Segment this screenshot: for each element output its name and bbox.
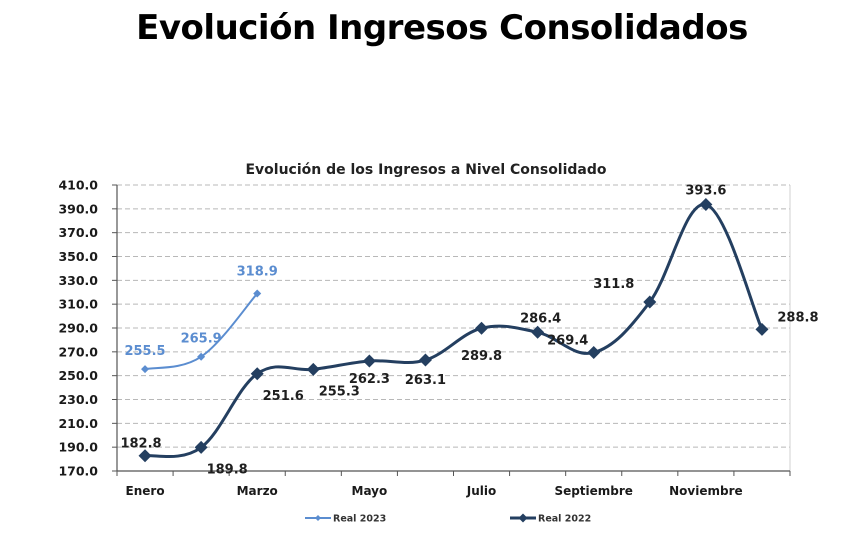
y-tick-label: 390.0	[58, 201, 98, 216]
x-tick-label: Julio	[466, 484, 496, 498]
x-tick-label: Noviembre	[669, 484, 743, 498]
data-label: 289.8	[461, 349, 502, 364]
data-point-marker	[418, 353, 432, 367]
data-label: 311.8	[593, 277, 634, 292]
x-tick-label: Marzo	[237, 484, 278, 498]
legend-item-real-2022: Real 2022	[510, 513, 591, 525]
legend-label: Real 2023	[333, 514, 386, 525]
data-label: 286.4	[520, 311, 561, 326]
data-label: 262.3	[349, 372, 390, 387]
gridlines	[117, 184, 790, 448]
y-tick-label: 270.0	[58, 344, 98, 359]
y-tick-label: 310.0	[58, 297, 98, 312]
data-label: 255.5	[124, 344, 165, 359]
x-tick-label: Mayo	[352, 484, 388, 498]
series-line	[144, 203, 764, 459]
data-label: 263.1	[405, 373, 446, 388]
data-point-marker	[253, 289, 262, 298]
data-point-marker	[306, 362, 320, 376]
legend: Real 2023 Real 2022	[305, 513, 591, 525]
chart-title: Evolución de los Ingresos a Nivel Consol…	[245, 162, 606, 178]
data-point-marker	[475, 321, 489, 335]
data-point-marker	[197, 352, 206, 361]
data-point-marker	[250, 367, 264, 381]
data-label: 182.8	[120, 437, 161, 452]
x-tick-label: Enero	[126, 484, 165, 498]
data-label: 189.8	[207, 462, 248, 477]
data-point-marker	[194, 440, 208, 454]
legend-item-real-2023: Real 2023	[305, 514, 386, 525]
series-real-2023: 255.5 265.9 318.9	[124, 265, 278, 374]
y-tick-label: 290.0	[58, 321, 98, 336]
y-tick-label: 250.0	[58, 368, 98, 383]
x-axis-ticks: Enero Marzo Mayo Julio Septiembre Noviembre	[116, 471, 791, 498]
data-label: 269.4	[547, 334, 588, 349]
y-tick-label: 230.0	[58, 392, 98, 407]
y-tick-label: 170.0	[58, 464, 98, 479]
data-point-marker	[362, 354, 376, 368]
data-label: 255.3	[319, 384, 360, 399]
y-tick-label: 210.0	[58, 416, 98, 431]
y-tick-label: 410.0	[58, 178, 98, 193]
y-tick-label: 330.0	[58, 273, 98, 288]
data-label: 265.9	[181, 332, 222, 347]
data-label: 251.6	[263, 389, 304, 404]
page-title: Evolución Ingresos Consolidados	[136, 8, 748, 48]
y-axis-ticks: 170.0 190.0 210.0 230.0 250.0 270.0 290.0 310.0…	[58, 178, 117, 479]
data-label: 318.9	[237, 265, 278, 280]
y-tick-label: 350.0	[58, 249, 98, 264]
legend-marker-icon	[518, 513, 528, 523]
x-tick-label: Septiembre	[554, 484, 633, 498]
data-point-marker	[141, 365, 150, 374]
data-point-marker	[755, 322, 769, 336]
data-label: 393.6	[685, 184, 726, 199]
y-tick-label: 370.0	[58, 225, 98, 240]
legend-label: Real 2022	[538, 514, 591, 525]
data-point-marker	[699, 198, 713, 212]
data-label: 288.8	[777, 310, 818, 325]
data-point-marker	[587, 346, 601, 360]
data-point-marker	[138, 449, 152, 463]
legend-marker-icon	[315, 515, 321, 521]
data-point-marker	[531, 325, 545, 339]
data-point-marker	[643, 295, 657, 309]
y-tick-label: 190.0	[58, 440, 98, 455]
